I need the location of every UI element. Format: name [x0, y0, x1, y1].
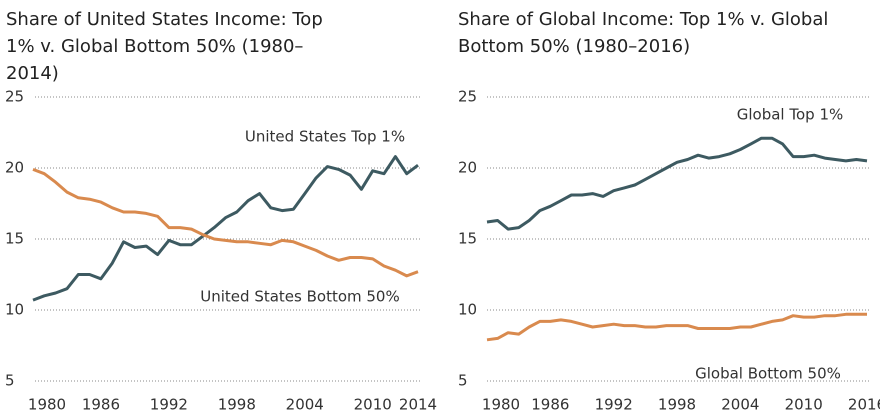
y-tick-label: 20: [5, 159, 24, 177]
y-tick-label: 20: [458, 159, 477, 177]
x-tick-label: 2010: [785, 396, 823, 414]
y-tick-label: 10: [458, 301, 477, 319]
x-tick-label: 1980: [28, 396, 66, 414]
x-tick-label: 1980: [482, 396, 520, 414]
x-tick-label: 1986: [531, 396, 569, 414]
y-tick-label: 25: [5, 88, 24, 106]
y-tick-label: 15: [5, 230, 24, 248]
x-tick-label: 1992: [150, 396, 188, 414]
series-label: United States Bottom 50%: [200, 288, 399, 306]
series-line: [486, 136, 868, 231]
y-tick-label: 10: [5, 301, 24, 319]
x-tick-label: 1998: [218, 396, 256, 414]
series-label: United States Top 1%: [245, 128, 405, 146]
x-tick-label: 2004: [286, 396, 324, 414]
x-tick-label: 1992: [595, 396, 633, 414]
x-tick-label: 1998: [658, 396, 696, 414]
y-tick-label: 5: [5, 372, 15, 390]
series-line: [32, 167, 419, 278]
y-tick-label: 25: [458, 88, 477, 106]
x-tick-label: 1986: [82, 396, 120, 414]
chart-title: Share of Global Income: Top 1% v. Global…: [458, 9, 829, 57]
series-label: Global Bottom 50%: [695, 365, 841, 383]
x-tick-label: 2004: [721, 396, 759, 414]
chart-title: Share of United States Income: Top 1% v.…: [6, 9, 323, 84]
x-tick-label: 2010: [354, 396, 392, 414]
series-line: [486, 312, 867, 342]
x-tick-label: 2014: [399, 396, 437, 414]
series-label: Global Top 1%: [737, 106, 844, 124]
y-tick-label: 5: [458, 372, 468, 390]
x-tick-label: 2016: [848, 396, 880, 414]
y-tick-label: 15: [458, 230, 477, 248]
series-line: [32, 155, 419, 302]
